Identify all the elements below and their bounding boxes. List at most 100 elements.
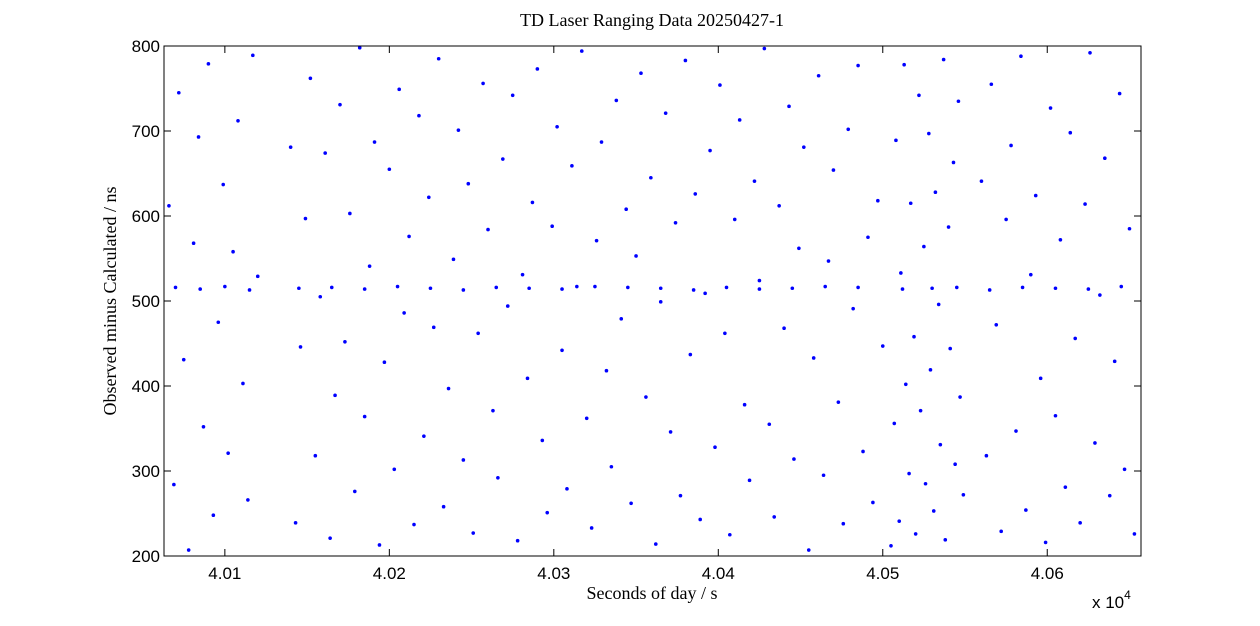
data-point xyxy=(984,453,989,458)
data-point xyxy=(352,489,357,494)
data-point xyxy=(757,278,762,283)
data-point xyxy=(196,135,201,139)
data-point xyxy=(723,331,727,336)
data-point xyxy=(329,285,334,290)
data-point xyxy=(777,204,781,208)
data-point xyxy=(1132,532,1137,536)
data-point xyxy=(956,99,961,104)
data-point xyxy=(211,513,216,517)
data-point xyxy=(1073,336,1078,341)
data-point xyxy=(639,71,643,75)
x-axis-label: Seconds of day / s xyxy=(587,583,718,603)
data-point xyxy=(1068,130,1073,135)
data-point xyxy=(466,181,471,186)
data-point xyxy=(747,478,752,483)
data-point xyxy=(907,471,911,476)
data-point xyxy=(948,346,953,351)
data-point xyxy=(584,416,589,421)
data-point xyxy=(167,204,171,208)
y-tick-label: 200 xyxy=(132,547,160,566)
data-point xyxy=(377,543,382,547)
data-point xyxy=(931,509,936,513)
data-point xyxy=(693,192,698,196)
data-point xyxy=(461,288,466,292)
data-point xyxy=(181,357,186,362)
data-point xyxy=(1086,287,1091,291)
data-point xyxy=(938,442,943,447)
data-point xyxy=(367,264,372,268)
data-point xyxy=(708,148,712,153)
data-point xyxy=(412,522,416,527)
data-point xyxy=(609,464,614,469)
data-point xyxy=(912,334,916,339)
data-point xyxy=(930,286,934,291)
data-point xyxy=(323,151,327,155)
data-point xyxy=(880,344,885,348)
data-point xyxy=(922,244,926,249)
data-point xyxy=(987,288,992,292)
data-point xyxy=(1117,91,1122,96)
data-point xyxy=(902,62,906,67)
data-point xyxy=(678,493,683,498)
data-point xyxy=(897,519,902,523)
data-point xyxy=(954,285,959,290)
data-point xyxy=(953,462,957,467)
data-point xyxy=(293,521,298,525)
data-point xyxy=(560,348,564,353)
data-point xyxy=(958,395,962,399)
data-point xyxy=(501,157,505,161)
x-tick-label: 4.03 xyxy=(537,564,570,583)
data-point xyxy=(318,294,323,299)
data-point xyxy=(846,127,851,132)
data-point xyxy=(649,175,653,180)
data-point xyxy=(703,291,707,296)
data-point xyxy=(1038,376,1043,381)
data-point xyxy=(392,467,397,472)
data-point xyxy=(221,182,226,187)
data-point xyxy=(255,274,260,279)
data-point xyxy=(1024,508,1028,512)
data-point xyxy=(1019,54,1023,58)
data-point xyxy=(663,111,668,115)
data-point xyxy=(757,287,762,291)
data-point xyxy=(594,238,599,243)
data-point xyxy=(792,457,796,461)
data-point xyxy=(1043,540,1048,545)
data-point xyxy=(1048,106,1053,110)
data-point xyxy=(961,493,966,497)
data-point xyxy=(831,168,836,172)
data-point xyxy=(936,302,941,307)
x-tick-label: 4.05 xyxy=(866,564,899,583)
data-point xyxy=(173,285,178,290)
data-point xyxy=(1122,467,1127,472)
x-multiplier-exponent: 4 xyxy=(1124,588,1131,602)
data-point xyxy=(866,235,870,240)
data-point xyxy=(328,536,332,540)
data-point xyxy=(927,131,931,136)
data-point xyxy=(826,259,831,263)
x-tick-label: 4.04 xyxy=(702,564,735,583)
data-point xyxy=(928,368,933,372)
data-point xyxy=(436,56,441,61)
data-point xyxy=(494,285,499,290)
data-point xyxy=(382,360,387,365)
data-point xyxy=(718,83,722,87)
data-point xyxy=(619,317,624,321)
y-tick-label: 500 xyxy=(132,292,160,311)
data-point xyxy=(941,57,946,62)
data-point xyxy=(1009,143,1013,148)
data-point xyxy=(899,271,903,275)
data-point xyxy=(728,532,732,537)
data-point xyxy=(1058,238,1063,242)
data-point xyxy=(570,164,574,168)
data-point xyxy=(856,285,860,290)
x-multiplier: x 104 xyxy=(1092,588,1131,612)
data-point xyxy=(236,119,240,123)
data-point xyxy=(191,241,196,245)
data-point xyxy=(505,304,510,308)
data-point xyxy=(1103,156,1107,160)
data-point xyxy=(172,482,176,487)
data-point xyxy=(216,320,221,325)
data-point xyxy=(946,225,951,229)
data-point xyxy=(560,287,564,291)
